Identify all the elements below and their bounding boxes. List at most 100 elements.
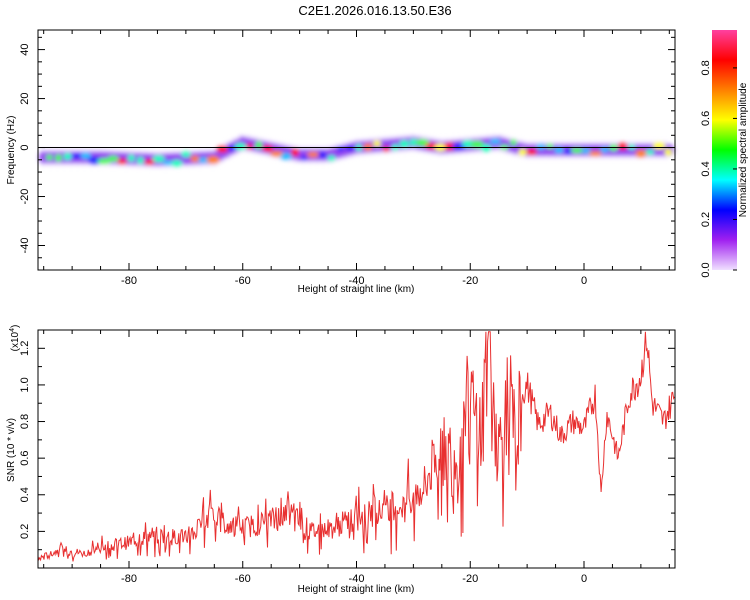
spectrogram-cell [470, 140, 484, 149]
y-tick-label: 0.6 [19, 451, 31, 466]
spectrogram-cell [181, 150, 191, 158]
y-tick-label: 0.8 [19, 414, 31, 429]
spectrogram-cell [107, 155, 119, 162]
y-tick-label: 1.2 [19, 341, 31, 356]
spectrogram-cell [162, 160, 173, 166]
spectrogram-x-label: Height of straight line (km) [298, 284, 415, 295]
y-tick-label: 0.4 [19, 487, 31, 502]
snr-multiplier-close: ) [10, 325, 21, 328]
x-tick-label: -40 [349, 573, 365, 585]
spectrogram-cell [117, 158, 127, 165]
spectrogram-cell [127, 154, 135, 162]
spectrogram-cell [171, 159, 183, 167]
spectrogram-cell [652, 142, 666, 150]
spectrogram-cell [635, 149, 647, 158]
colorbar-tick-label: 0.4 [700, 161, 712, 176]
spectrogram-cell [645, 149, 655, 155]
spectrogram-cell [415, 139, 430, 147]
x-tick-label: 0 [581, 275, 587, 287]
y-tick-label: 40 [19, 43, 31, 55]
spectrogram-cell [80, 152, 92, 159]
spectrogram-cell [363, 143, 373, 151]
spectrogram-cell [564, 148, 572, 156]
snr-x-ticks: -80 -60 -40 -20 0 [43, 330, 670, 585]
spectrogram-cell [152, 155, 165, 163]
colorbar-gradient [712, 30, 737, 270]
spectrogram-cell [318, 151, 327, 159]
x-tick-label: -60 [235, 275, 251, 287]
colorbar: 0.0 0.2 0.4 0.6 0.8 Normalized spectral ampl… [700, 30, 749, 278]
spectrogram-cell [526, 148, 538, 155]
spectrogram-cell [588, 151, 602, 157]
spectrogram-y-label: Frequency (Hz) [6, 116, 17, 185]
spectrogram-cell [291, 148, 299, 157]
spectrogram-cell [444, 142, 456, 151]
spectrogram-cell [345, 145, 355, 151]
spectrogram-cell [554, 146, 564, 154]
colorbar-label: Normalized spectral amplitude [738, 82, 749, 217]
colorbar-ticks: 0.0 0.2 0.4 0.6 0.8 [700, 60, 737, 278]
spectrogram-cell [618, 142, 628, 151]
spectrogram-cell [628, 144, 636, 150]
spectrogram-cell [510, 139, 517, 146]
y-tick-label: 0.2 [19, 524, 31, 539]
snr-multiplier: (x104) [9, 325, 21, 352]
spectrogram-cell [372, 140, 382, 147]
x-tick-label: -20 [462, 573, 478, 585]
spectrogram-cell [190, 155, 200, 162]
colorbar-tick-label: 0.2 [700, 212, 712, 227]
spectrogram-blobs [37, 133, 675, 169]
spectrogram-cell [216, 145, 229, 153]
spectrogram-cell [489, 138, 501, 145]
y-tick-label: -40 [19, 238, 31, 254]
spectrogram-cell [97, 158, 111, 164]
spectrogram-cell [246, 143, 253, 150]
spectrogram-cell [327, 155, 336, 162]
spectrogram-cell [234, 143, 247, 151]
colorbar-tick-label: 0.6 [700, 111, 712, 126]
spectrogram-cell [409, 138, 417, 147]
spectrogram-cell [262, 145, 274, 152]
spectrogram-cell [399, 140, 410, 148]
colorbar-tick-label: 0.0 [700, 262, 712, 277]
spectrogram-heatmap [37, 133, 675, 169]
snr-multiplier-exp: 4 [9, 328, 16, 332]
snr-y-ticks: 0.2 0.4 0.6 0.8 1.0 1.2 [19, 329, 675, 569]
x-tick-label: -80 [121, 275, 137, 287]
spectrogram-cell [300, 155, 308, 161]
spectrogram-cell [45, 154, 53, 161]
chart-title: C2E1.2026.016.13.50.E36 [298, 3, 451, 18]
spectrogram-cell [144, 159, 155, 165]
snr-x-label: Height of straight line (km) [298, 584, 415, 595]
spectrogram-cell [63, 152, 72, 161]
y-tick-label: -20 [19, 189, 31, 205]
spectrogram-cell [280, 153, 292, 161]
spectrogram-cell [581, 148, 591, 154]
spectrogram-cell [481, 144, 492, 153]
spectrogram-cell [664, 148, 672, 156]
x-tick-label: 0 [581, 573, 587, 585]
spectrogram-cell [518, 148, 527, 156]
snr-multiplier-base: (x10 [10, 331, 21, 351]
y-tick-label: 0 [19, 144, 31, 150]
colorbar-tick-label: 0.8 [700, 60, 712, 75]
spectrogram-cell [71, 152, 82, 159]
snr-y-label: SNR (10 * v/v) [6, 418, 17, 482]
spectrogram-cell [536, 143, 546, 150]
spectrogram-cell [600, 146, 609, 153]
spectrogram-cell [206, 155, 220, 164]
spectrogram-x-ticks: -80 -60 -40 -20 0 [43, 30, 670, 287]
spectrogram-cell [306, 151, 320, 158]
spectrogram-cell [570, 147, 584, 154]
snr-panel: -80 -60 -40 -20 0 0.2 0.4 0.6 0.8 1.0 1.2 Height … [6, 325, 676, 595]
spectrogram-cell [270, 150, 284, 157]
x-tick-label: -80 [121, 573, 137, 585]
spectrogram-cell [55, 154, 62, 162]
spectrogram-cell [137, 156, 144, 165]
spectrogram-panel: -80 -60 -40 -20 0 -40 -20 0 20 40 Height of stra… [6, 29, 676, 295]
y-tick-label: 20 [19, 92, 31, 104]
x-tick-label: -40 [349, 275, 365, 287]
snr-frame [37, 329, 676, 569]
